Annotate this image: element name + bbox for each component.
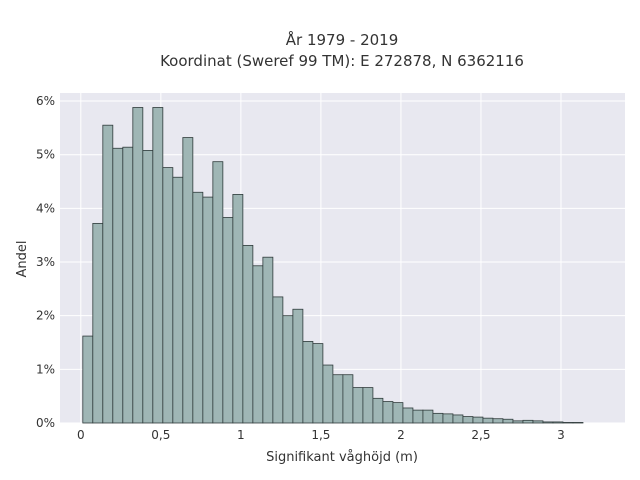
histogram-bar xyxy=(172,176,184,424)
histogram-bar xyxy=(242,244,254,424)
histogram-bar xyxy=(542,421,554,424)
histogram-bar xyxy=(342,374,354,424)
x-tick-label: 1,5 xyxy=(311,428,330,442)
histogram-bar xyxy=(452,414,464,424)
histogram-bar xyxy=(262,256,274,424)
x-axis-label: Signifikant våghöjd (m) xyxy=(266,450,418,465)
histogram-bar xyxy=(572,422,584,424)
histogram-bar xyxy=(102,124,114,424)
histogram-bar xyxy=(462,416,474,424)
chart-title-line-1: År 1979 - 2019 xyxy=(286,30,399,49)
x-tick-labels: 0 0,5 1 1,5 2 2,5 3 xyxy=(77,428,565,442)
histogram-bar xyxy=(252,265,264,424)
histogram-bar xyxy=(232,194,244,424)
y-tick-label: 6% xyxy=(36,94,55,108)
histogram-bar xyxy=(442,413,454,424)
histogram-bar xyxy=(522,419,534,424)
histogram-bar xyxy=(112,147,124,424)
histogram-bar xyxy=(212,161,224,424)
histogram-bar xyxy=(332,374,344,424)
histogram-bar xyxy=(182,137,194,424)
histogram-bar xyxy=(142,150,154,424)
histogram-bar xyxy=(122,146,134,424)
y-tick-label: 3% xyxy=(36,255,55,269)
y-tick-label: 1% xyxy=(36,362,55,376)
histogram-bar xyxy=(512,420,524,424)
y-tick-label: 5% xyxy=(36,148,55,162)
histogram-bar xyxy=(482,417,494,424)
bars-group xyxy=(82,107,584,424)
y-tick-labels: 0% 1% 2% 3% 4% 5% 6% xyxy=(36,94,55,430)
histogram-bar xyxy=(552,421,564,424)
x-tick-label: 0,5 xyxy=(151,428,170,442)
histogram-bar xyxy=(432,412,444,424)
histogram-bar xyxy=(192,191,204,424)
chart-title-line-2: Koordinat (Sweref 99 TM): E 272878, N 63… xyxy=(160,52,524,70)
x-tick-label: 1 xyxy=(237,428,245,442)
histogram-bar xyxy=(352,387,364,424)
x-tick-label: 2,5 xyxy=(471,428,490,442)
histogram-bar xyxy=(302,341,314,424)
histogram-bar xyxy=(362,387,374,424)
histogram-bar xyxy=(92,222,104,424)
y-tick-label: 0% xyxy=(36,416,55,430)
histogram-bar xyxy=(272,296,284,424)
x-tick-label: 3 xyxy=(557,428,565,442)
histogram-bar xyxy=(312,343,324,424)
histogram-bar xyxy=(222,217,234,424)
histogram-bar xyxy=(472,416,484,424)
histogram-bar xyxy=(282,315,294,424)
histogram-bar xyxy=(402,407,414,424)
histogram-bar xyxy=(492,418,504,424)
histogram-bar xyxy=(202,196,214,424)
histogram-bar xyxy=(82,335,94,424)
histogram-bar xyxy=(322,364,334,424)
y-axis-label: Andel xyxy=(15,241,30,278)
histogram-bar xyxy=(532,420,544,424)
y-tick-label: 4% xyxy=(36,201,55,215)
x-tick-label: 2 xyxy=(397,428,405,442)
histogram-bar xyxy=(382,401,394,424)
histogram-bar xyxy=(372,397,384,424)
histogram-bar xyxy=(132,107,144,424)
histogram-bar xyxy=(422,409,434,424)
histogram-bar xyxy=(412,409,424,424)
x-tick-label: 0 xyxy=(77,428,85,442)
histogram-bar xyxy=(152,107,164,424)
histogram-bar xyxy=(162,167,174,424)
histogram-bar xyxy=(392,402,404,424)
histogram-bar xyxy=(562,422,574,424)
histogram-bar xyxy=(502,418,514,424)
y-tick-label: 2% xyxy=(36,309,55,323)
histogram-bar xyxy=(292,308,304,424)
